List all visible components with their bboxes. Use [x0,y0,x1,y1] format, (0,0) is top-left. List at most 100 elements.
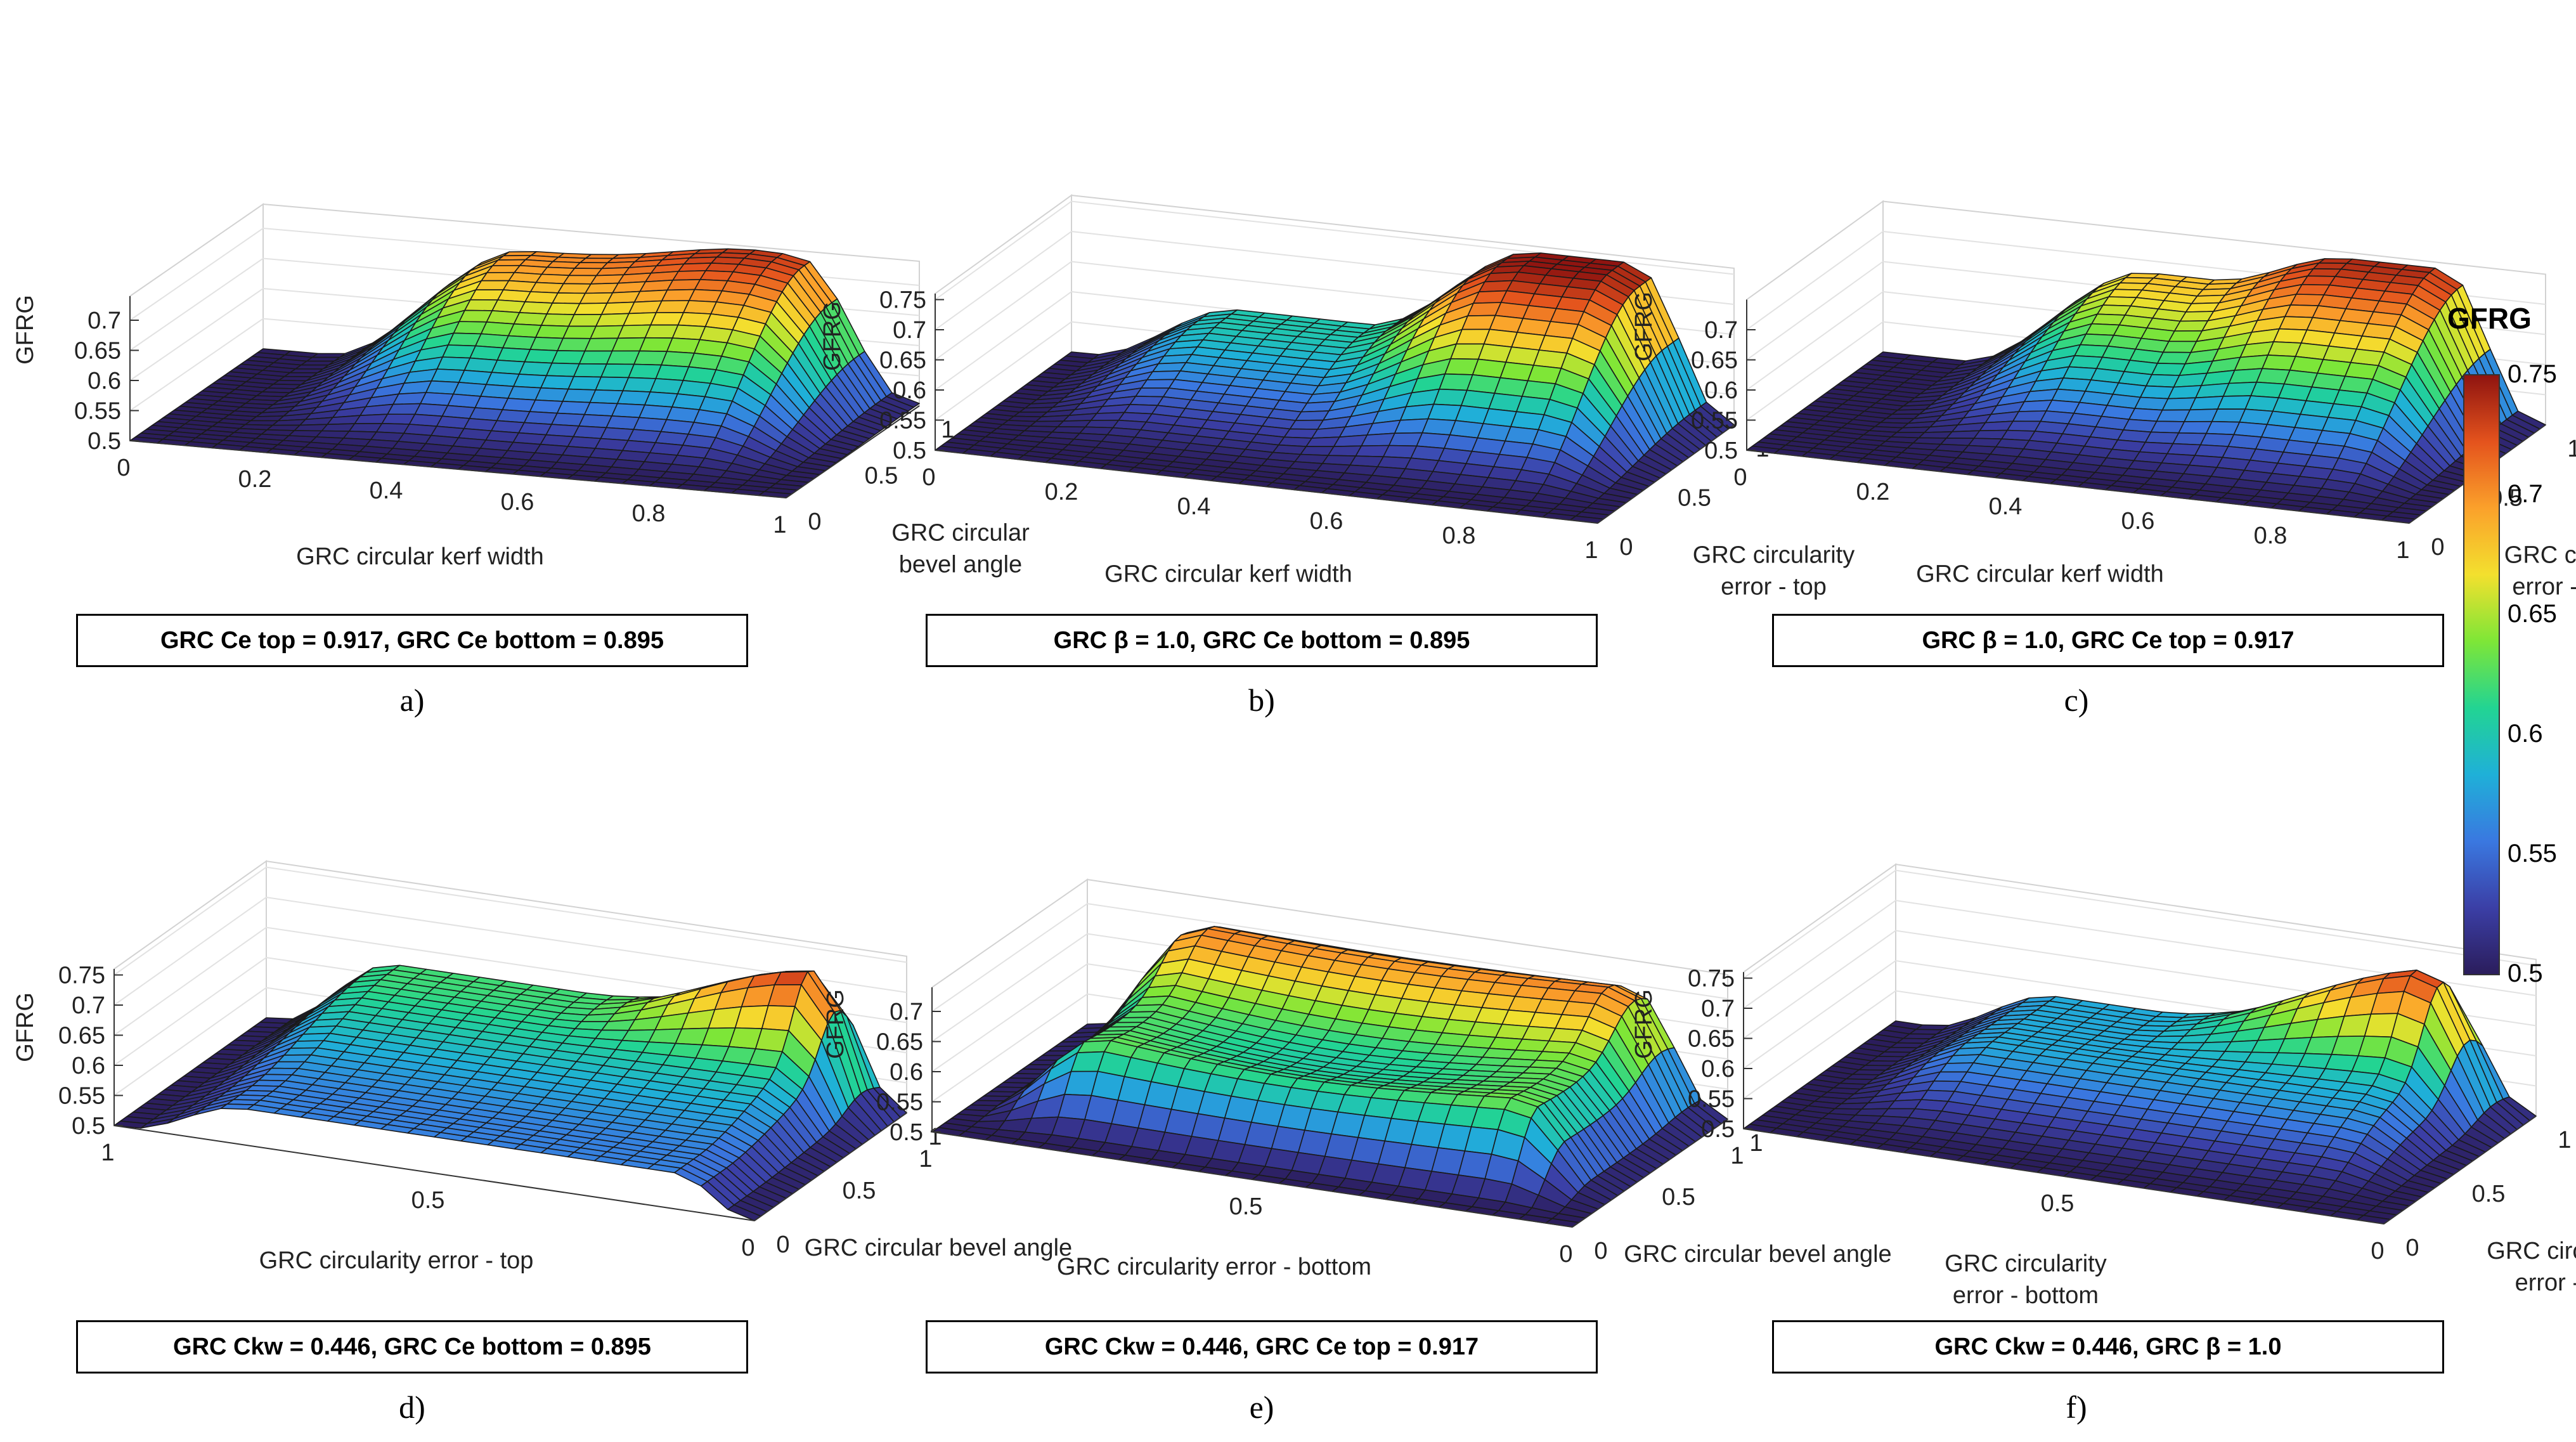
x-tick-label: 0 [1559,1241,1572,1268]
y-axis-title: GRC circularity [2487,1238,2576,1264]
caption-b: GRC β = 1.0, GRC Ce bottom = 0.895 [926,614,1598,667]
x-tick-label: 0.4 [1989,493,2023,520]
surface-mesh [931,926,1728,1228]
surface-mesh [129,248,920,498]
surface-mesh [113,965,907,1221]
x-axis-title: GRC circular kerf width [1916,561,2164,588]
z-axis-label: GFRG [822,989,849,1059]
z-tick-label: 0.6 [890,1059,923,1086]
z-tick-label: 0.6 [893,377,926,404]
z-tick-label: 0.55 [58,1083,105,1110]
panel-letter-b: b) [1248,682,1275,718]
caption-f: GRC Ckw = 0.446, GRC β = 1.0 [1772,1320,2444,1374]
z-tick-label: 0.55 [876,1089,923,1116]
x-tick-label: 0.5 [411,1187,445,1214]
x-tick-label: 0 [741,1235,754,1261]
colorbar-tick: 0.5 [2508,959,2543,987]
y-axis-title: error - bottom [2512,574,2576,601]
z-tick-label: 0.6 [72,1053,105,1079]
z-tick-label: 0.65 [879,348,926,374]
panel-letter-e: e) [1249,1389,1274,1425]
y-tick-label: 0 [808,509,821,535]
colorbar-tick: 0.6 [2508,720,2543,748]
x-tick-label: 0.5 [1229,1193,1263,1220]
panel-letter-f: f) [2066,1389,2087,1425]
caption-e-text: GRC Ckw = 0.446, GRC Ce top = 0.917 [1044,1333,1479,1360]
caption-d: GRC Ckw = 0.446, GRC Ce bottom = 0.895 [76,1320,748,1374]
z-tick-label: 0.5 [72,1113,105,1140]
x-axis-title: GRC circularity error - bottom [1057,1254,1371,1280]
y-tick-label: 1 [1749,1130,1763,1157]
x-tick-label: 0.6 [2121,508,2155,535]
x-tick-label: 0.4 [370,477,403,504]
y-tick-label: 0 [1619,534,1633,561]
x-tick-label: 0.2 [1856,479,1890,505]
z-tick-label: 0.55 [879,408,926,434]
x-axis-title: GRC circular kerf width [1104,561,1352,588]
y-tick-label: 0.5 [1678,485,1711,512]
x-axis-title: GRC circular kerf width [296,543,544,570]
z-tick-label: 0.6 [1701,1056,1735,1082]
y-tick-label: 0 [2431,534,2444,561]
y-tick-label: 1 [2558,1127,2571,1153]
x-tick-label: 0.8 [2254,523,2288,549]
z-tick-label: 0.7 [72,992,105,1019]
y-axis-title: error - top [1721,574,1827,601]
z-tick-label: 0.65 [1691,348,1738,374]
y-axis-title: bevel angle [899,552,1022,578]
x-axis-title: error - bottom [1953,1282,2099,1309]
z-tick-label: 0.7 [1701,996,1735,1022]
grid-line [935,200,1735,301]
y-axis-title: GRC circular bevel angle [1624,1241,1891,1268]
y-axis-title: error - top [2515,1270,2576,1296]
colorbar-tick: 0.65 [2508,600,2557,628]
x-tick-label: 0 [1733,464,1747,491]
x-tick-label: 1 [2396,537,2409,564]
panel-letter-d: d) [399,1389,425,1425]
surface-mesh [935,252,1735,524]
z-axis-label: GFRG [12,992,39,1062]
caption-a-text: GRC Ce top = 0.917, GRC Ce bottom = 0.89… [160,627,664,654]
z-tick-label: 0.7 [1704,317,1738,344]
z-axis-label: GFRG [1631,989,1657,1059]
caption-d-text: GRC Ckw = 0.446, GRC Ce bottom = 0.895 [173,1333,651,1360]
y-tick-label: 0 [1594,1238,1607,1264]
z-tick-label: 0.75 [879,287,926,314]
z-tick-label: 0.55 [1688,1086,1735,1113]
y-tick-label: 0 [2405,1235,2419,1261]
grid-line [113,866,907,976]
x-tick-label: 1 [1730,1143,1744,1169]
z-tick-label: 0.65 [74,338,121,365]
x-tick-label: 0.8 [632,500,666,527]
z-tick-label: 0.5 [1704,438,1738,464]
z-axis-label: GFRG [12,295,39,365]
y-axis-title: GRC circular [891,520,1030,547]
x-tick-label: 1 [1584,537,1598,564]
x-tick-label: 0.5 [2041,1190,2074,1217]
caption-a: GRC Ce top = 0.917, GRC Ce bottom = 0.89… [76,614,748,667]
caption-c-text: GRC β = 1.0, GRC Ce top = 0.917 [1922,627,2294,654]
y-tick-label: 0.5 [865,463,898,490]
panel-letter-c: c) [2064,682,2089,718]
x-tick-label: 0.8 [1442,523,1476,549]
z-tick-label: 0.65 [58,1023,105,1049]
x-tick-label: 1 [919,1146,932,1172]
z-tick-label: 0.55 [74,398,121,425]
caption-e: GRC Ckw = 0.446, GRC Ce top = 0.917 [926,1320,1598,1374]
y-tick-label: 1 [2567,436,2576,462]
z-tick-label: 0.75 [1688,966,1735,992]
x-axis [129,440,787,498]
caption-b-text: GRC β = 1.0, GRC Ce bottom = 0.895 [1053,627,1470,654]
z-tick-label: 0.5 [87,428,121,455]
x-axis-title: GRC circularity [1945,1250,2106,1277]
z-tick-label: 0.7 [890,999,923,1025]
z-axis-label: GFRG [1631,292,1657,361]
y-axis-title: GRC circular bevel angle [805,1235,1072,1261]
z-tick-label: 0.7 [87,308,121,334]
x-tick-label: 0 [2371,1238,2384,1264]
caption-c: GRC β = 1.0, GRC Ce top = 0.917 [1772,614,2444,667]
